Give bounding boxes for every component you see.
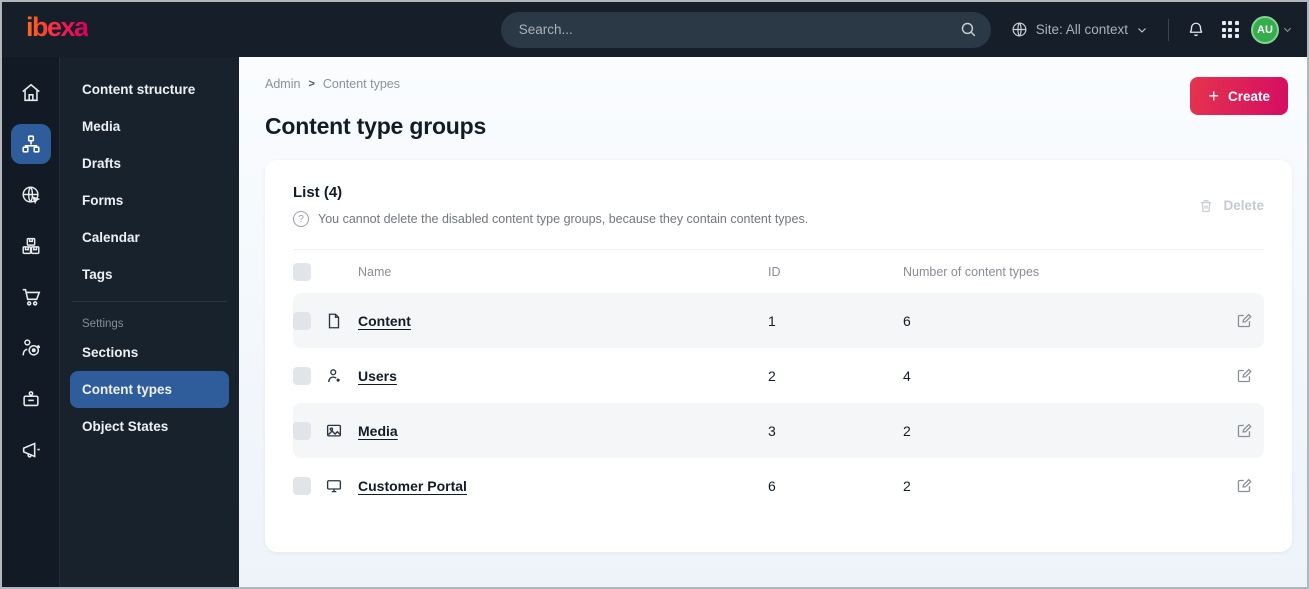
- topbar-divider: [1168, 18, 1169, 41]
- sidebar-item-customers[interactable]: [11, 328, 51, 368]
- group-link[interactable]: Customer Portal: [358, 477, 467, 494]
- bell-icon: [1187, 21, 1205, 39]
- menu-item-sections[interactable]: Sections: [82, 345, 139, 360]
- chevron-down-icon: [1136, 24, 1148, 36]
- sidebar-item-dashboard[interactable]: [11, 73, 51, 113]
- app-switcher-button[interactable]: [1213, 13, 1247, 47]
- row-checkbox[interactable]: [293, 476, 311, 495]
- list-note-text: You cannot delete the disabled content t…: [318, 212, 809, 226]
- secondary-sidebar: Content structure Media Drafts Forms Cal…: [60, 57, 239, 587]
- globe-icon: [1011, 21, 1028, 38]
- site-globe-icon: [20, 184, 42, 206]
- edit-icon[interactable]: [1224, 312, 1264, 329]
- site-context-selector[interactable]: Site: All context: [1011, 21, 1148, 38]
- megaphone-icon: [20, 439, 42, 461]
- home-icon: [20, 82, 42, 104]
- menu-item-tags[interactable]: Tags: [82, 267, 113, 282]
- table-row: Customer Portal 6 2: [293, 458, 1264, 513]
- menu-item-forms[interactable]: Forms: [82, 193, 124, 208]
- select-all-checkbox[interactable]: [293, 262, 311, 281]
- chevron-down-icon: [1282, 24, 1293, 35]
- menu-item-content-structure[interactable]: Content structure: [82, 82, 196, 97]
- sidebar-item-content[interactable]: [10, 124, 51, 164]
- menu-item-calendar[interactable]: Calendar: [82, 230, 140, 245]
- customers-target-icon: [20, 337, 42, 359]
- group-id: 3: [768, 422, 776, 439]
- global-search[interactable]: [500, 11, 991, 48]
- group-id: 2: [768, 367, 776, 384]
- edit-icon[interactable]: [1224, 477, 1264, 494]
- monitor-icon: [325, 477, 358, 495]
- row-checkbox[interactable]: [293, 421, 311, 440]
- search-icon[interactable]: [960, 21, 977, 38]
- content-type-groups-table: Name ID Number of content types Content …: [293, 249, 1264, 513]
- table-row: Users 2 4: [293, 348, 1264, 403]
- create-button-label: Create: [1227, 88, 1270, 104]
- breadcrumb-content-types[interactable]: Content types: [322, 77, 401, 91]
- menu-section-settings: Settings: [82, 318, 124, 330]
- breadcrumb-admin[interactable]: Admin: [265, 77, 301, 91]
- row-checkbox[interactable]: [293, 366, 311, 385]
- top-bar: ibexa Site: All context: [2, 2, 1307, 57]
- group-count: 2: [903, 477, 911, 494]
- menu-item-object-states[interactable]: Object States: [82, 419, 169, 434]
- group-link[interactable]: Users: [358, 367, 397, 384]
- table-header-row: Name ID Number of content types: [293, 249, 1264, 293]
- group-count: 6: [903, 312, 911, 329]
- create-button[interactable]: + Create: [1190, 77, 1288, 115]
- avatar[interactable]: AU: [1251, 15, 1279, 44]
- column-header-id: ID: [768, 264, 781, 279]
- list-note: ? You cannot delete the disabled content…: [293, 211, 808, 227]
- content-type-groups-card: List (4) ? You cannot delete the disable…: [265, 160, 1292, 552]
- menu-item-media[interactable]: Media: [82, 119, 121, 134]
- group-count: 2: [903, 422, 911, 439]
- site-context-label: Site: All context: [1035, 22, 1128, 37]
- sidebar-item-commerce[interactable]: [11, 277, 51, 317]
- row-checkbox[interactable]: [293, 311, 311, 330]
- image-icon: [325, 422, 358, 440]
- sidebar-item-marketing[interactable]: [11, 430, 51, 470]
- sidebar-item-products[interactable]: [11, 226, 51, 266]
- plus-icon: +: [1208, 86, 1219, 106]
- sidebar-item-admin[interactable]: [11, 379, 51, 419]
- main-content: Admin > Content types + Create Content t…: [239, 57, 1307, 587]
- sidebar-item-site[interactable]: [11, 175, 51, 215]
- user-icon: [325, 367, 358, 385]
- menu-divider: [72, 301, 227, 302]
- content-tree-icon: [20, 133, 42, 155]
- group-link[interactable]: Media: [358, 422, 398, 439]
- group-id: 1: [768, 312, 776, 329]
- file-icon: [325, 312, 358, 330]
- table-row: Media 3 2: [293, 403, 1264, 458]
- products-icon: [20, 235, 42, 257]
- trash-icon: [1198, 198, 1214, 214]
- group-count: 4: [903, 367, 911, 384]
- group-id: 6: [768, 477, 776, 494]
- column-header-count: Number of content types: [903, 264, 1040, 279]
- icon-sidebar: [2, 57, 60, 587]
- page-title: Content type groups: [265, 113, 487, 139]
- badge-icon: [20, 388, 42, 410]
- delete-button[interactable]: Delete: [1198, 198, 1264, 214]
- menu-item-drafts[interactable]: Drafts: [82, 156, 122, 171]
- app-grid-icon: [1221, 21, 1239, 38]
- group-link[interactable]: Content: [358, 312, 411, 329]
- list-title: List (4): [293, 184, 343, 201]
- table-row: Content 1 6: [293, 293, 1264, 348]
- column-header-name: Name: [358, 264, 392, 279]
- edit-icon[interactable]: [1224, 367, 1264, 384]
- help-icon: ?: [293, 211, 309, 227]
- notifications-button[interactable]: [1179, 13, 1213, 47]
- breadcrumb: Admin > Content types: [239, 57, 1307, 91]
- ibexa-logo[interactable]: ibexa: [26, 12, 89, 47]
- menu-item-content-types[interactable]: Content types: [70, 371, 229, 408]
- card-header: List (4) ? You cannot delete the disable…: [293, 184, 1264, 227]
- search-input[interactable]: [518, 22, 960, 37]
- cart-icon: [20, 286, 42, 308]
- edit-icon[interactable]: [1224, 422, 1264, 439]
- breadcrumb-separator: >: [308, 78, 315, 90]
- user-menu[interactable]: AU: [1251, 15, 1293, 44]
- delete-button-label: Delete: [1223, 198, 1264, 213]
